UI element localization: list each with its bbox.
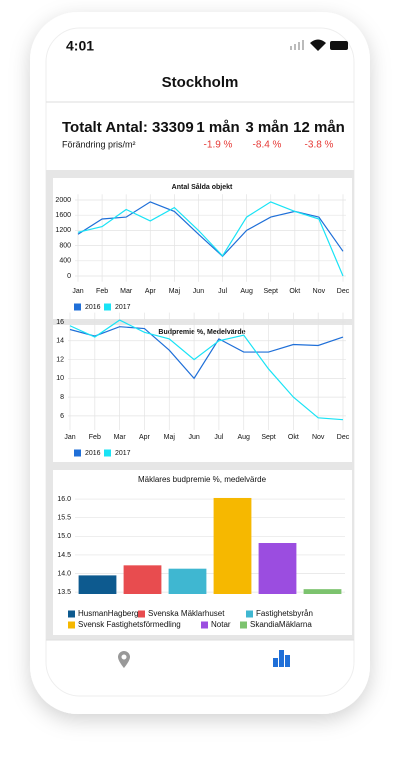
x-tick-label: Feb [89, 434, 101, 441]
x-tick-label: Maj [164, 434, 176, 441]
header-title: Stockholm [162, 74, 239, 91]
x-tick-label: Maj [169, 288, 181, 295]
bar [123, 565, 162, 594]
y-tick-label: 0 [67, 273, 71, 280]
bar [213, 497, 252, 594]
x-tick-label: Nov [313, 288, 326, 295]
y-tick-label: 16 [56, 319, 64, 326]
y-tick-label: 400 [59, 258, 71, 265]
x-tick-label: Dec [337, 288, 350, 295]
y-tick-label: 2000 [55, 197, 71, 204]
change-value: -3.8 % [305, 140, 334, 151]
legend-swatch [74, 449, 81, 457]
x-tick-label: Mar [114, 434, 127, 441]
status-icons [290, 39, 348, 51]
chart-title: Mäklares budpremie %, medelvärde [138, 475, 267, 484]
x-tick-label: Aug [237, 434, 250, 441]
legend-swatch [240, 621, 247, 629]
legend-label: 2017 [115, 450, 131, 457]
legend-label: Notar [211, 620, 231, 629]
x-tick-label: Dec [337, 434, 350, 441]
y-tick-label: 1600 [55, 212, 71, 219]
bar [258, 543, 297, 594]
series-line [69, 319, 344, 421]
legend-swatch [104, 303, 111, 311]
x-tick-label: Nov [312, 434, 325, 441]
y-tick-label: 8 [60, 394, 64, 401]
y-tick-label: 15.5 [57, 515, 71, 522]
bar [303, 589, 342, 594]
change-value: -1.9 % [204, 140, 233, 151]
legend-swatch [201, 621, 208, 629]
chart-title: Antal Sålda objekt [172, 183, 233, 191]
legend-swatch [246, 610, 253, 618]
period-label: 3 mån [245, 119, 288, 136]
x-tick-label: Apr [139, 434, 151, 441]
x-tick-label: Apr [145, 288, 157, 295]
legend-label: 2017 [115, 304, 131, 311]
x-tick-label: Jan [72, 288, 83, 295]
chart-card [53, 470, 352, 635]
x-tick-label: Okt [288, 434, 299, 441]
change-label: Förändring pris/m² [62, 139, 136, 149]
total-count: Totalt Antal: 33309 [62, 119, 194, 136]
bar [78, 575, 117, 594]
y-tick-label: 12 [56, 356, 64, 363]
legend-swatch [68, 621, 75, 629]
legend-label: 2016 [85, 304, 101, 311]
legend-label: 2016 [85, 450, 101, 457]
series-line [69, 326, 344, 380]
legend-swatch [104, 449, 111, 457]
y-tick-label: 14.0 [57, 570, 71, 577]
chart-card [53, 178, 352, 319]
legend-swatch [74, 303, 81, 311]
x-tick-label: Jan [64, 434, 75, 441]
map-tab[interactable] [118, 651, 130, 668]
y-tick-label: 14.5 [57, 552, 71, 559]
status-time: 4:01 [66, 38, 94, 54]
legend-label: SkandiaMäklarna [250, 620, 312, 629]
stats-tab[interactable] [273, 650, 290, 667]
x-tick-label: Feb [96, 288, 108, 295]
legend-swatch [138, 610, 145, 618]
legend-swatch [68, 610, 75, 618]
y-tick-label: 6 [60, 413, 64, 420]
period-label: 12 mån [293, 119, 345, 136]
x-tick-label: Jul [218, 288, 227, 295]
y-tick-label: 1200 [55, 227, 71, 234]
series-line [77, 201, 344, 277]
period-label: 1 mån [196, 119, 239, 136]
y-tick-label: 14 [56, 338, 64, 345]
legend-label: Svenska Mäklarhuset [148, 609, 225, 618]
x-tick-label: Mar [120, 288, 133, 295]
x-tick-label: Sept [264, 288, 278, 295]
chart-card [53, 325, 352, 462]
x-tick-label: Jun [193, 288, 204, 295]
legend-label: HusmanHagberg [78, 609, 138, 618]
change-value: -8.4 % [253, 140, 282, 151]
y-tick-label: 13.5 [57, 589, 71, 596]
y-tick-label: 16.0 [57, 496, 71, 503]
x-tick-label: Aug [240, 288, 253, 295]
x-tick-label: Sept [261, 434, 275, 441]
y-tick-label: 15.0 [57, 533, 71, 540]
legend-label: Fastighetsbyrån [256, 609, 313, 618]
x-tick-label: Jul [214, 434, 223, 441]
legend-label: Svensk Fastighetsförmedling [78, 620, 181, 629]
x-tick-label: Jun [188, 434, 199, 441]
y-tick-label: 800 [59, 242, 71, 249]
x-tick-label: Okt [289, 288, 300, 295]
y-tick-label: 10 [56, 375, 64, 382]
bar [168, 568, 207, 594]
chart-title: Budpremie %, Medelvärde [158, 329, 245, 336]
